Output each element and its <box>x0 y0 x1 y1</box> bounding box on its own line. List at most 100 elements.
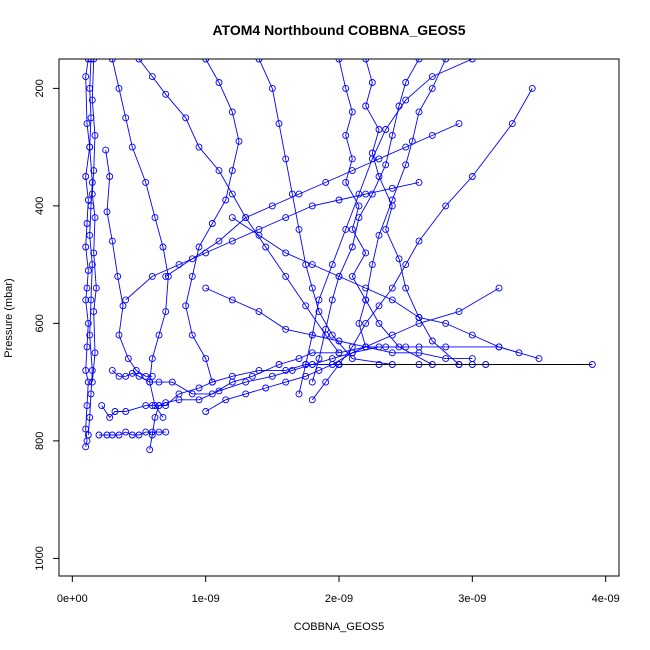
data-point <box>308 378 316 386</box>
data-point <box>328 296 336 304</box>
data-point <box>202 408 210 415</box>
data-point <box>82 73 90 81</box>
data-point <box>528 84 536 92</box>
data-point <box>402 284 410 292</box>
data-point <box>159 413 167 421</box>
data-point <box>282 378 290 386</box>
series-12 <box>255 59 396 368</box>
data-point <box>88 96 96 104</box>
data-point <box>159 243 167 251</box>
data-point <box>182 302 190 310</box>
data-point <box>228 296 236 304</box>
data-point <box>282 249 290 257</box>
data-point <box>442 202 450 210</box>
plot-area <box>82 59 596 454</box>
data-point <box>468 59 476 63</box>
data-point <box>302 302 310 310</box>
data-point <box>268 202 276 210</box>
data-point <box>102 146 110 154</box>
data-point <box>142 428 150 436</box>
data-point <box>255 59 263 63</box>
y-tick-label: 800 <box>34 432 46 450</box>
series-line <box>185 59 240 383</box>
data-point <box>415 314 423 321</box>
data-point <box>86 331 94 339</box>
data-point <box>308 361 316 368</box>
data-point <box>295 190 303 198</box>
data-point <box>308 349 316 357</box>
data-point <box>164 272 172 280</box>
data-point <box>122 372 130 380</box>
data-point <box>222 196 230 204</box>
series-16 <box>182 59 243 386</box>
data-point <box>275 361 283 368</box>
data-point <box>388 184 396 192</box>
data-point <box>455 308 463 316</box>
data-point <box>362 296 370 304</box>
series-line <box>205 287 500 412</box>
data-point <box>84 319 92 327</box>
data-point <box>88 378 96 386</box>
x-tick-label: 2e-09 <box>325 593 353 605</box>
data-point <box>242 378 250 386</box>
data-point <box>142 372 150 380</box>
series-22 <box>122 178 423 304</box>
data-point <box>91 214 99 222</box>
data-point <box>86 231 94 239</box>
data-point <box>535 355 543 363</box>
data-point <box>335 361 343 368</box>
data-point <box>195 143 203 151</box>
data-point <box>308 331 316 339</box>
data-point <box>335 272 343 280</box>
data-point <box>122 408 130 415</box>
data-point <box>402 161 410 169</box>
data-point <box>468 173 476 180</box>
data-point <box>355 202 363 210</box>
data-point <box>128 143 136 151</box>
data-point <box>162 272 170 280</box>
data-point <box>242 390 250 398</box>
data-point <box>288 366 296 374</box>
data-point <box>322 325 330 333</box>
series-line <box>87 59 93 436</box>
data-point <box>82 366 90 374</box>
x-tick-label: 0e+00 <box>57 593 88 605</box>
data-point <box>88 261 96 269</box>
data-point <box>135 59 143 63</box>
data-point <box>215 79 223 86</box>
data-point <box>515 349 523 357</box>
series-line <box>165 123 460 277</box>
data-point <box>215 237 223 245</box>
data-point <box>362 284 370 292</box>
data-point <box>148 431 156 439</box>
data-point <box>495 343 503 351</box>
data-point <box>355 319 363 327</box>
series-line <box>311 59 420 383</box>
data-point <box>195 384 203 392</box>
series-15 <box>102 146 156 380</box>
data-point <box>442 343 450 351</box>
data-point <box>335 349 343 357</box>
data-point <box>103 431 111 439</box>
data-point <box>88 178 96 186</box>
data-point <box>282 366 290 374</box>
data-point <box>388 196 396 204</box>
data-point <box>348 108 356 116</box>
data-point <box>82 243 90 251</box>
data-point <box>142 402 150 410</box>
data-point <box>228 378 236 386</box>
data-point <box>82 173 90 180</box>
x-axis-label: COBBNA_GEOS5 <box>294 621 384 633</box>
data-point <box>151 214 159 222</box>
data-point <box>162 428 170 436</box>
data-point <box>348 243 356 251</box>
x-tick-label: 4e-09 <box>592 593 620 605</box>
data-point <box>242 214 250 222</box>
data-point <box>468 331 476 339</box>
data-point <box>148 372 156 380</box>
data-point <box>382 126 390 133</box>
data-point <box>228 237 236 245</box>
data-point <box>428 337 436 345</box>
